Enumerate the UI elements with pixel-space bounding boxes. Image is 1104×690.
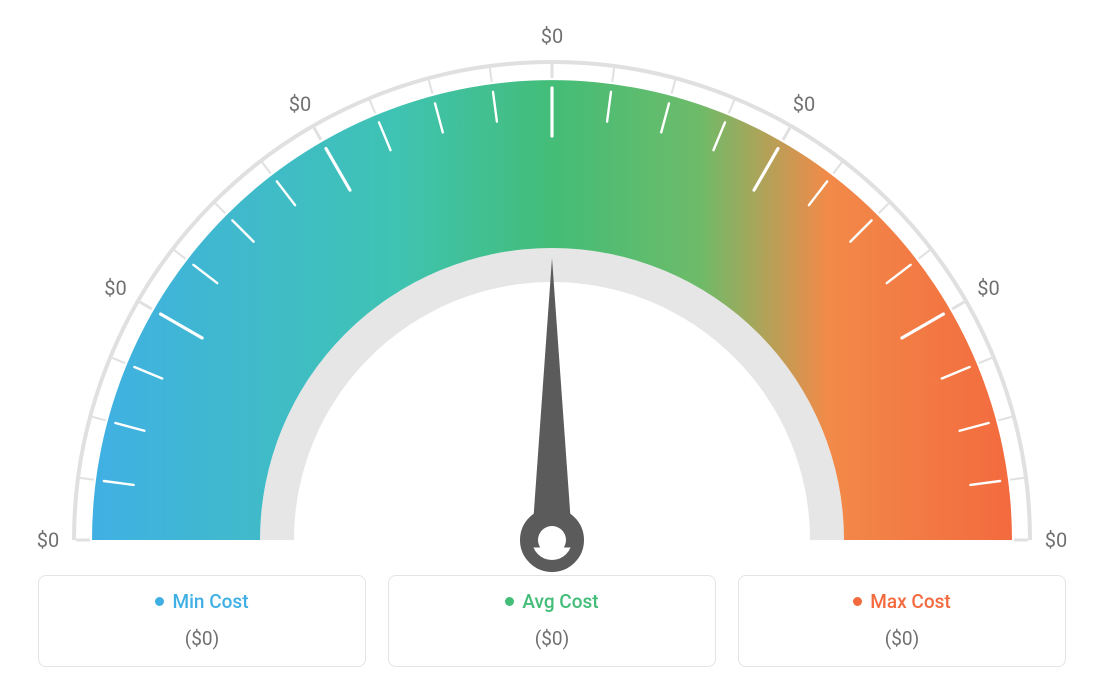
legend-card-min: Min Cost ($0)	[38, 575, 366, 667]
legend-value-max-text: ($0)	[749, 627, 1055, 650]
gauge-tick-label: $0	[793, 92, 815, 116]
legend-value-min-text: ($0)	[49, 627, 355, 650]
legend-card-avg: Avg Cost ($0)	[388, 575, 716, 667]
legend-title-min: Min Cost	[172, 590, 248, 613]
legend-dot-max	[853, 597, 862, 606]
legend-dot-min	[155, 597, 164, 606]
gauge-tick-label: $0	[541, 24, 563, 48]
legend-card-max: Max Cost ($0)	[738, 575, 1066, 667]
gauge-tick-label: $0	[37, 528, 59, 552]
legend-title-max: Max Cost	[870, 590, 950, 613]
gauge-container: $0 $0 $0 $0 $0 $0 $0	[0, 0, 1104, 560]
gauge-tick-label: $0	[289, 92, 311, 116]
gauge-chart	[42, 20, 1062, 580]
gauge-tick-label: $0	[977, 276, 999, 300]
legend-dot-avg	[505, 597, 514, 606]
legend-row: Min Cost ($0) Avg Cost ($0) Max Cost ($0…	[38, 575, 1066, 667]
legend-value-avg-text: ($0)	[399, 627, 705, 650]
gauge-tick-label: $0	[104, 276, 126, 300]
gauge-tick-label: $0	[1045, 528, 1067, 552]
legend-title-avg: Avg Cost	[522, 590, 598, 613]
